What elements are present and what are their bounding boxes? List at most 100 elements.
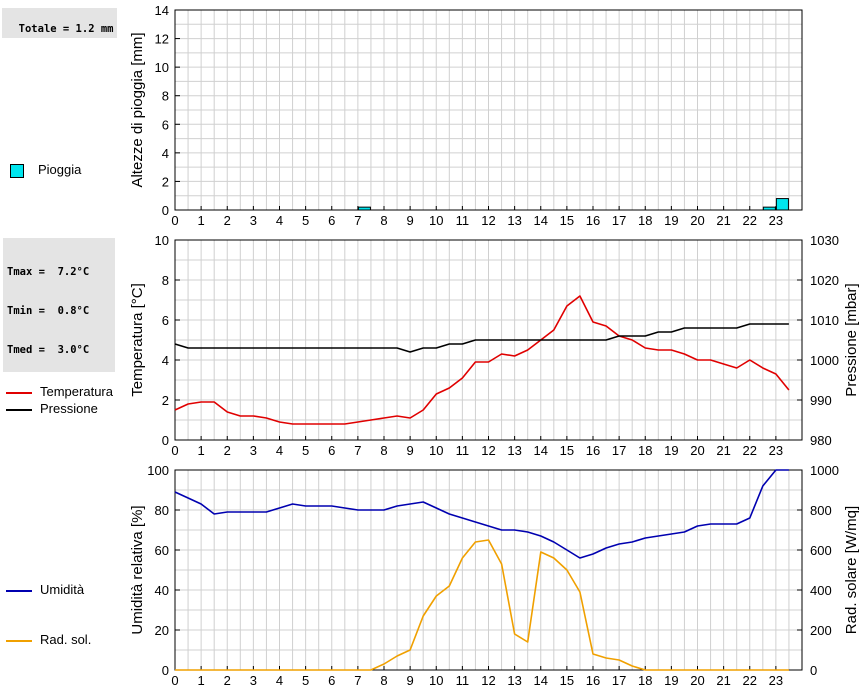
rain-xtick-label: 19 xyxy=(664,213,678,228)
temp_press-ytick-label: 4 xyxy=(162,353,169,368)
hum_rad-xtick-label: 13 xyxy=(507,673,521,688)
temp_press-ylabel-right: Pressione [mbar] xyxy=(843,283,860,396)
legend-rain: Pioggia xyxy=(10,162,81,178)
humidity-swatch xyxy=(6,589,32,592)
temp_press-ytick-right-label: 990 xyxy=(810,393,832,408)
temperature-stats-box: Tmax = 7.2°C Tmin = 0.8°C Tmed = 3.0°C xyxy=(3,238,115,372)
rain-ylabel: Altezze di pioggia [mm] xyxy=(129,32,146,187)
temp_press-ytick-label: 6 xyxy=(162,313,169,328)
hum_rad-ytick-label: 100 xyxy=(147,463,169,478)
rain-xtick-label: 14 xyxy=(534,213,548,228)
tmed-text: Tmed = 3.0°C xyxy=(7,344,90,356)
rain-ytick-label: 14 xyxy=(155,3,169,18)
temp_press-xtick-label: 0 xyxy=(171,443,178,458)
temp_press-xtick-label: 1 xyxy=(198,443,205,458)
temp_press-ytick-label: 10 xyxy=(155,233,169,248)
hum_rad-ytick-right-label: 800 xyxy=(810,503,832,518)
temp_press-ylabel: Temperatura [°C] xyxy=(129,283,146,397)
rain-xtick-label: 10 xyxy=(429,213,443,228)
hum_rad-xtick-label: 2 xyxy=(224,673,231,688)
rain-xtick-label: 17 xyxy=(612,213,626,228)
tmin-text: Tmin = 0.8°C xyxy=(7,305,90,317)
temp_press-xtick-label: 18 xyxy=(638,443,652,458)
hum_rad-xtick-label: 22 xyxy=(743,673,757,688)
rain-ytick-label: 0 xyxy=(162,203,169,218)
rain-xtick-label: 6 xyxy=(328,213,335,228)
rain-total-text: Totale = 1.2 mm xyxy=(18,23,114,35)
hum_rad-ytick-label: 80 xyxy=(155,503,169,518)
hum_rad-xtick-label: 0 xyxy=(171,673,178,688)
rain-xtick-label: 8 xyxy=(380,213,387,228)
rain-xtick-label: 7 xyxy=(354,213,361,228)
temp_press-xtick-label: 5 xyxy=(302,443,309,458)
rain-ytick-label: 10 xyxy=(155,60,169,75)
rain-xtick-label: 15 xyxy=(560,213,574,228)
rain-bar xyxy=(775,198,789,211)
hum_rad-ytick-label: 0 xyxy=(162,663,169,678)
legend-radiation: Rad. sol. xyxy=(6,632,91,647)
hum_rad-xtick-label: 11 xyxy=(456,673,470,688)
temp_press-xtick-label: 20 xyxy=(690,443,704,458)
hum_rad-xtick-label: 20 xyxy=(690,673,704,688)
rain-xtick-label: 21 xyxy=(716,213,730,228)
hum_rad-xtick-label: 21 xyxy=(716,673,730,688)
rain-xtick-label: 2 xyxy=(224,213,231,228)
hum_rad-xtick-label: 1 xyxy=(198,673,205,688)
temp_press-xtick-label: 7 xyxy=(354,443,361,458)
temp_press-xtick-label: 13 xyxy=(507,443,521,458)
hum_rad-ytick-right-label: 0 xyxy=(810,663,817,678)
hum_rad-ytick-right-label: 200 xyxy=(810,623,832,638)
radiation-swatch xyxy=(6,639,32,642)
legend-humidity: Umidità xyxy=(6,582,84,597)
rain-xtick-label: 1 xyxy=(198,213,205,228)
rain-plot xyxy=(174,9,803,211)
rain-total-box: Totale = 1.2 mm xyxy=(2,8,118,38)
pressure-swatch xyxy=(6,408,32,411)
temp_press-xtick-label: 8 xyxy=(380,443,387,458)
radiation-line xyxy=(175,539,789,671)
hum_rad-ylabel-right: Rad. solare [W/mq] xyxy=(843,506,860,634)
rain-xtick-label: 23 xyxy=(769,213,783,228)
hum_rad-ytick-label: 20 xyxy=(155,623,169,638)
hum_rad-xtick-label: 9 xyxy=(407,673,414,688)
temp_press-xtick-label: 11 xyxy=(456,443,470,458)
tmax-text: Tmax = 7.2°C xyxy=(7,266,90,278)
rain-xtick-label: 3 xyxy=(250,213,257,228)
hum_rad-xtick-label: 16 xyxy=(586,673,600,688)
temp_press-ytick-right-label: 1010 xyxy=(810,313,839,328)
temp_press-xtick-label: 10 xyxy=(429,443,443,458)
temp_press-ytick-right-label: 980 xyxy=(810,433,832,448)
legend-pressure-label: Pressione xyxy=(40,401,98,416)
hum_rad-ytick-label: 40 xyxy=(155,583,169,598)
hum_rad-xtick-label: 3 xyxy=(250,673,257,688)
temp_press-xtick-label: 6 xyxy=(328,443,335,458)
hum_rad-xtick-label: 17 xyxy=(612,673,626,688)
rain-xtick-label: 11 xyxy=(456,213,470,228)
hum_rad-ytick-right-label: 400 xyxy=(810,583,832,598)
hum_rad-xtick-label: 12 xyxy=(481,673,495,688)
hum_rad-xtick-label: 15 xyxy=(560,673,574,688)
pressure-line xyxy=(174,323,789,353)
rain-ytick-label: 8 xyxy=(162,89,169,104)
temp_press-xtick-label: 23 xyxy=(769,443,783,458)
rain-ytick-label: 6 xyxy=(162,117,169,132)
temp_press-xtick-label: 17 xyxy=(612,443,626,458)
hum_rad-ytick-label: 60 xyxy=(155,543,169,558)
temp_press-ytick-label: 8 xyxy=(162,273,169,288)
rain-ytick-label: 12 xyxy=(155,32,169,47)
rain-ytick-label: 2 xyxy=(162,174,169,189)
rain-xtick-label: 16 xyxy=(586,213,600,228)
temp_press-xtick-label: 4 xyxy=(276,443,283,458)
temp_press-xtick-label: 16 xyxy=(586,443,600,458)
temperature-swatch xyxy=(6,391,32,394)
hum_rad-xtick-label: 7 xyxy=(354,673,361,688)
rain-xtick-label: 0 xyxy=(171,213,178,228)
rain-xtick-label: 22 xyxy=(743,213,757,228)
temp_press-xtick-label: 3 xyxy=(250,443,257,458)
temp_press-ytick-right-label: 1020 xyxy=(810,273,839,288)
hum_rad-ytick-right-label: 1000 xyxy=(810,463,839,478)
hum_rad-plot xyxy=(174,469,803,671)
temp_press-ytick-right-label: 1000 xyxy=(810,353,839,368)
temp_press-xtick-label: 12 xyxy=(481,443,495,458)
